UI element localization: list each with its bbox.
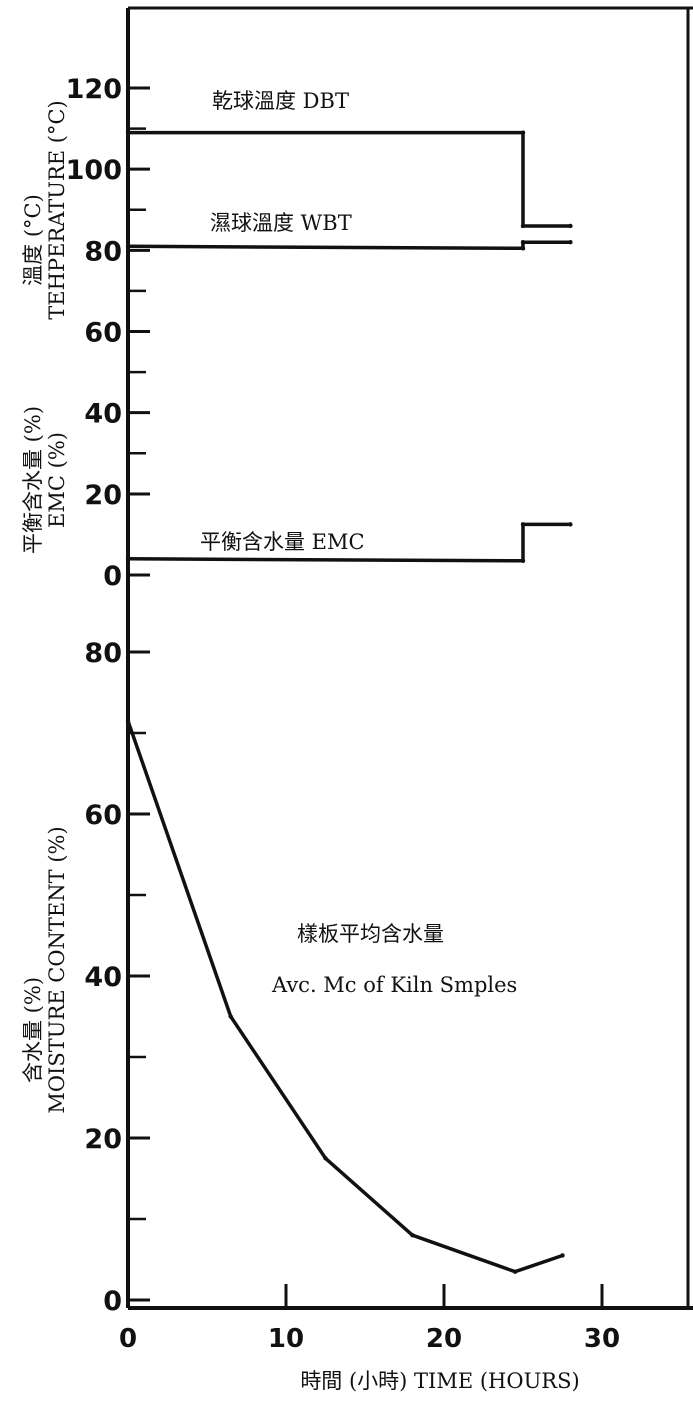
mc-ylabel-en: MOISTURE CONTENT (%) — [45, 826, 69, 1113]
mc-label-en: Avc. Mc of Kiln Smples — [271, 973, 517, 997]
emc-series-0-point — [520, 522, 526, 527]
temperature-ytick-label: 100 — [66, 155, 122, 186]
temperature-ytick-label: 120 — [66, 74, 122, 105]
temperature-ytick-label: 40 — [84, 399, 122, 430]
moisture-series-0-point — [323, 1156, 328, 1161]
temp-ylabel-en: TEHPERATURE (°C) — [45, 100, 69, 319]
temperature-series-0-point — [568, 223, 573, 229]
emc-ylabel-zh: 平衡含水量 (%) — [21, 406, 45, 554]
emc-ylabel-en: EMC (%) — [45, 432, 69, 528]
emc-label: 平衡含水量 EMC — [200, 530, 365, 554]
x-tick-label: 30 — [584, 1324, 620, 1354]
emc-series-0-point — [125, 556, 131, 561]
temperature-series-1-line — [127, 240, 571, 251]
dbt-label: 乾球溫度 DBT — [212, 89, 349, 113]
temperature-series-0-point — [125, 130, 131, 135]
temperature-series-0-point — [520, 223, 526, 229]
moisture-series-0-point — [228, 1014, 233, 1019]
moisture-series-0-point — [125, 718, 131, 724]
x-tick-label: 10 — [268, 1324, 304, 1354]
emc-series-0-point — [568, 522, 573, 527]
moisture-series-0-point — [560, 1253, 565, 1258]
moisture-ytick-label: 40 — [84, 962, 122, 993]
mc-ylabel-zh: 含水量 (%) — [21, 977, 45, 1083]
moisture-ytick-label: 80 — [84, 638, 122, 669]
temperature-series-1-point — [520, 246, 526, 251]
temperature-series-1-point — [125, 244, 131, 249]
temperature-series-0-line — [128, 130, 571, 228]
temperature-ytick-label: 60 — [84, 318, 122, 349]
mc-label-zh: 樣板平均含水量 — [297, 922, 444, 946]
moisture-ytick-label: 20 — [84, 1124, 122, 1155]
moisture-series-0-point — [512, 1269, 518, 1274]
temperature-series-1-point — [568, 240, 573, 245]
x-axis-title: 時間 (小時) TIME (HOURS) — [300, 1369, 579, 1393]
temp-ylabel-zh: 溫度 (°C) — [21, 194, 45, 286]
temperature-ytick-label: 80 — [84, 236, 122, 267]
emc-series-0-line — [127, 522, 571, 563]
emc-ytick-label: 20 — [84, 480, 122, 511]
moisture-ytick-label: 60 — [84, 800, 122, 831]
temperature-series-0-point — [520, 130, 526, 135]
moisture-ytick-label: 0 — [103, 1286, 122, 1317]
x-tick-label: 0 — [119, 1324, 137, 1354]
wbt-label: 濕球溫度 WBT — [210, 211, 352, 235]
emc-series-0-point — [520, 558, 526, 564]
emc-ytick-label: 0 — [103, 561, 122, 592]
x-tick-label: 20 — [426, 1324, 462, 1354]
temperature-series-1-point — [520, 240, 526, 245]
moisture-series-0-point — [410, 1233, 415, 1238]
moisture-series-0-line — [126, 720, 564, 1274]
